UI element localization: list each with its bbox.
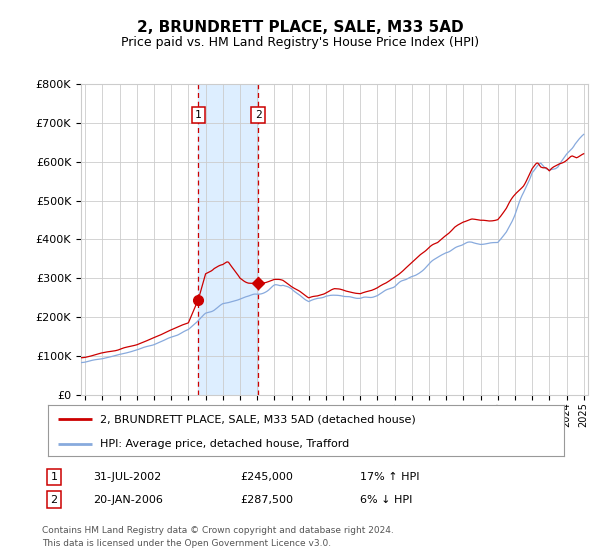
Text: 1: 1: [50, 472, 58, 482]
Text: HPI: Average price, detached house, Trafford: HPI: Average price, detached house, Traf…: [100, 438, 349, 449]
Text: 2, BRUNDRETT PLACE, SALE, M33 5AD: 2, BRUNDRETT PLACE, SALE, M33 5AD: [137, 20, 463, 35]
Text: 2: 2: [50, 494, 58, 505]
Text: £245,000: £245,000: [240, 472, 293, 482]
Text: 1: 1: [195, 110, 202, 120]
Text: 6% ↓ HPI: 6% ↓ HPI: [360, 494, 412, 505]
Text: Price paid vs. HM Land Registry's House Price Index (HPI): Price paid vs. HM Land Registry's House …: [121, 36, 479, 49]
Text: £287,500: £287,500: [240, 494, 293, 505]
Text: 2: 2: [254, 110, 262, 120]
Text: 20-JAN-2006: 20-JAN-2006: [93, 494, 163, 505]
Bar: [199, 84, 258, 395]
Text: Contains HM Land Registry data © Crown copyright and database right 2024.
This d: Contains HM Land Registry data © Crown c…: [42, 526, 394, 548]
Text: 31-JUL-2002: 31-JUL-2002: [93, 472, 161, 482]
Text: 2, BRUNDRETT PLACE, SALE, M33 5AD (detached house): 2, BRUNDRETT PLACE, SALE, M33 5AD (detac…: [100, 414, 415, 424]
Text: 17% ↑ HPI: 17% ↑ HPI: [360, 472, 419, 482]
